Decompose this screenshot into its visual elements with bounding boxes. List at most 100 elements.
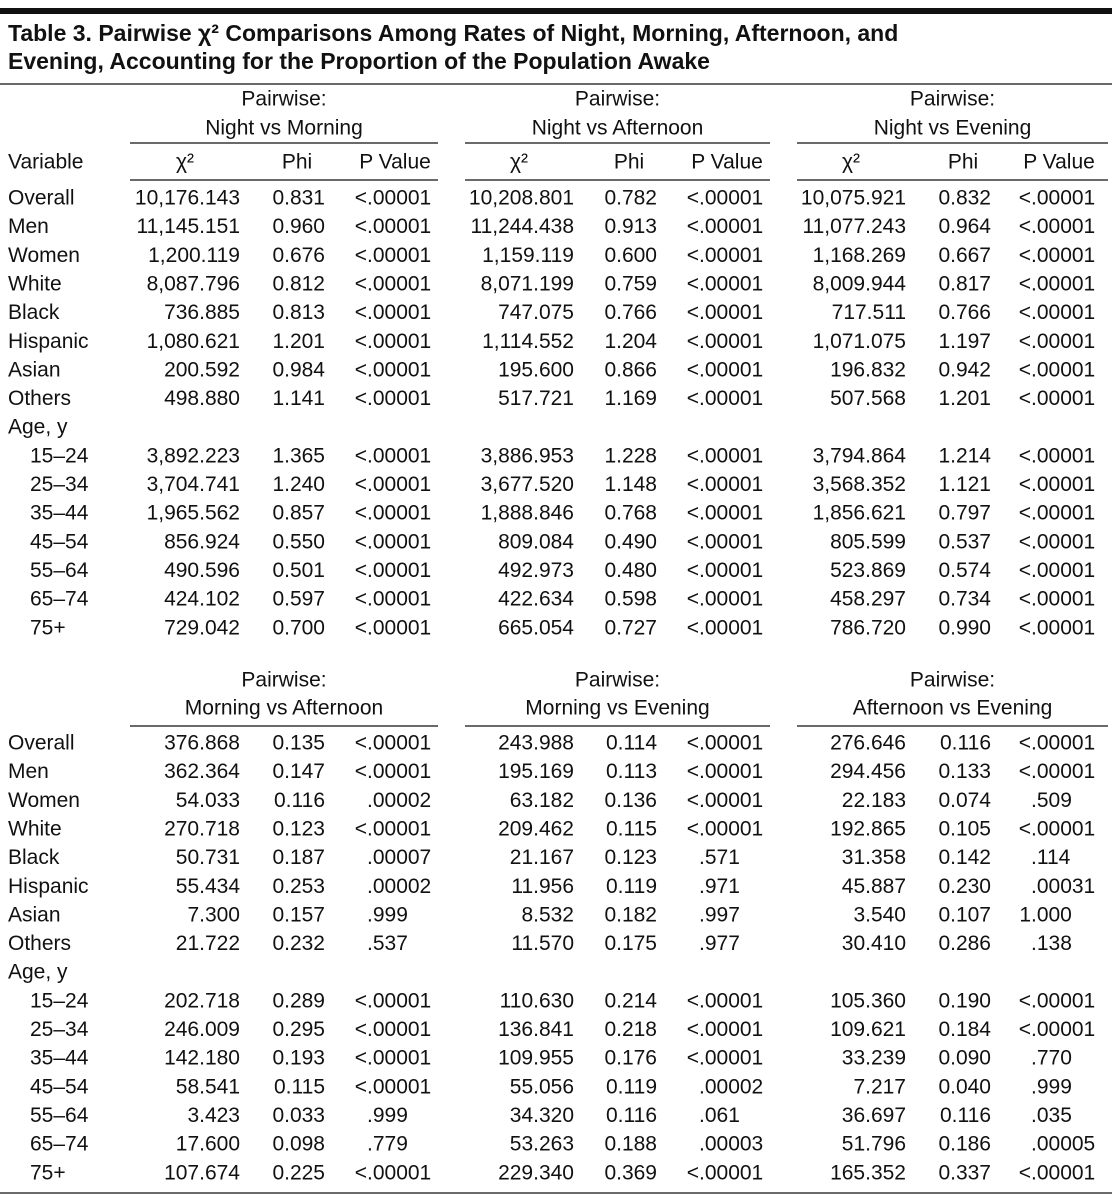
p-value: <.00001 <box>355 387 432 410</box>
chi-square: 229.340 <box>498 1161 574 1184</box>
p-value: .114 <box>1031 846 1071 869</box>
group-heading: Pairwise: <box>241 88 326 111</box>
chi-square: 517.721 <box>498 387 574 410</box>
p-value: .138 <box>1031 932 1072 955</box>
group-heading: Night vs Evening <box>874 117 1032 140</box>
chi-square: 424.102 <box>164 588 240 611</box>
p-value: <.00001 <box>687 330 764 353</box>
phi: 0.074 <box>938 789 991 812</box>
phi: 1.169 <box>604 387 657 410</box>
p-value: <.00001 <box>355 444 432 467</box>
chi-square: 51.796 <box>842 1133 906 1156</box>
phi: 0.107 <box>938 903 991 926</box>
row-label: Asian <box>8 358 61 381</box>
row-label: Hispanic <box>8 330 89 353</box>
row-label: 15–24 <box>30 989 89 1012</box>
chi-square: 362.364 <box>164 760 240 783</box>
row-label: Black <box>8 846 60 869</box>
phi: 0.490 <box>604 530 657 553</box>
p-value: <.00001 <box>1019 244 1096 267</box>
chi-square: 243.988 <box>498 732 574 755</box>
phi: 0.182 <box>604 903 657 926</box>
p-value: .509 <box>1031 789 1072 812</box>
phi: 0.116 <box>940 1104 991 1127</box>
phi: 1.141 <box>272 387 325 410</box>
phi: 0.114 <box>606 732 657 755</box>
chi-square: 30.410 <box>842 932 906 955</box>
phi: 0.116 <box>274 789 325 812</box>
p-value: <.00001 <box>687 502 764 525</box>
group-heading: Morning vs Evening <box>525 697 709 720</box>
chi-square: 110.630 <box>500 989 574 1012</box>
column-header: Phi <box>282 151 312 174</box>
column-header: Phi <box>948 151 978 174</box>
row-label: 15–24 <box>30 444 89 467</box>
phi: 0.501 <box>272 559 325 582</box>
chi-square: 498.880 <box>164 387 240 410</box>
chi-square: 107.674 <box>164 1161 240 1184</box>
p-value: <.00001 <box>1019 387 1096 410</box>
p-value: <.00001 <box>355 588 432 611</box>
p-value: .00007 <box>367 846 431 869</box>
chi-square: 3,677.520 <box>481 473 574 496</box>
p-value: <.00001 <box>687 387 764 410</box>
p-value: 1.000 <box>1019 903 1072 926</box>
p-value: <.00001 <box>687 215 764 238</box>
phi: 1.214 <box>938 444 991 467</box>
phi: 0.187 <box>272 846 325 869</box>
chi-square: 3.540 <box>853 903 906 926</box>
phi: 0.157 <box>272 903 325 926</box>
group-heading: Pairwise: <box>910 669 995 692</box>
row-label: 75+ <box>30 616 66 639</box>
chi-square: 294.456 <box>830 760 906 783</box>
p-value: <.00001 <box>355 559 432 582</box>
phi: 0.574 <box>938 559 991 582</box>
p-value: .999 <box>367 903 408 926</box>
chi-square: 1,200.119 <box>148 244 240 267</box>
phi: 0.123 <box>604 846 657 869</box>
phi: 0.119 <box>606 1075 657 1098</box>
row-label: 65–74 <box>30 588 89 611</box>
row-label: Women <box>8 244 80 267</box>
chi-square: 58.541 <box>176 1075 240 1098</box>
phi: 0.597 <box>272 588 325 611</box>
p-value: <.00001 <box>355 530 432 553</box>
p-value: <.00001 <box>687 616 764 639</box>
row-label: Overall <box>8 732 75 755</box>
row-label: Hispanic <box>8 875 89 898</box>
p-value: <.00001 <box>355 301 432 324</box>
row-label: Women <box>8 789 80 812</box>
column-header: χ² <box>842 151 860 174</box>
phi: 1.204 <box>604 330 657 353</box>
p-value: <.00001 <box>687 789 764 812</box>
column-header: Phi <box>614 151 644 174</box>
chi-square: 276.646 <box>830 732 906 755</box>
chi-square: 200.592 <box>164 358 240 381</box>
row-label: White <box>8 272 62 295</box>
chi-square: 195.600 <box>498 358 574 381</box>
column-header: χ² <box>510 151 528 174</box>
p-value: <.00001 <box>687 301 764 324</box>
p-value: <.00001 <box>355 215 432 238</box>
phi: 0.176 <box>604 1047 657 1070</box>
chi-square: 53.263 <box>510 1133 574 1156</box>
row-label: 75+ <box>30 1161 66 1184</box>
phi: 1.240 <box>272 473 325 496</box>
phi: 0.142 <box>938 846 991 869</box>
chi-square: 105.360 <box>830 989 906 1012</box>
phi: 0.230 <box>938 875 991 898</box>
chi-square: 8,009.944 <box>813 272 907 295</box>
p-value: <.00001 <box>687 989 764 1012</box>
chi-square: 202.718 <box>164 989 240 1012</box>
p-value: <.00001 <box>1019 1161 1096 1184</box>
row-label: White <box>8 817 62 840</box>
row-label: 55–64 <box>30 1104 89 1127</box>
chi-square: 55.434 <box>176 875 241 898</box>
p-value: <.00001 <box>355 187 432 210</box>
p-value: <.00001 <box>355 817 432 840</box>
chi-square: 1,071.075 <box>813 330 906 353</box>
p-value: <.00001 <box>355 272 432 295</box>
p-value: <.00001 <box>687 473 764 496</box>
p-value: <.00001 <box>1019 616 1096 639</box>
